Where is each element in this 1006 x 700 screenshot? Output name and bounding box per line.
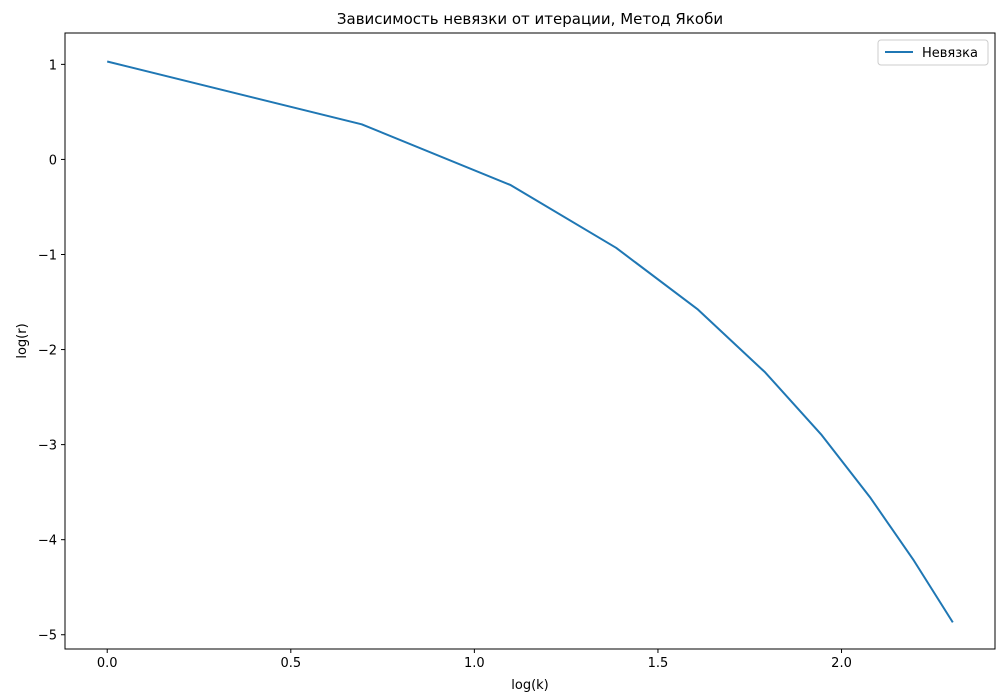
chart-title: Зависимость невязки от итерации, Метод Я… bbox=[337, 10, 723, 28]
legend-label: Невязка bbox=[922, 46, 978, 61]
x-axis-ticks: 0.0 0.5 1.0 1.5 2.0 bbox=[97, 649, 852, 671]
x-tick-label: 0.0 bbox=[97, 656, 118, 671]
y-tick-label: −3 bbox=[38, 439, 57, 454]
series-layer bbox=[106, 60, 954, 623]
y-tick-label: −1 bbox=[38, 248, 57, 263]
y-axis-label: log(r) bbox=[15, 323, 30, 358]
y-tick-label: 1 bbox=[49, 58, 57, 73]
x-tick-label: 0.5 bbox=[280, 656, 301, 671]
x-tick-label: 1.5 bbox=[648, 656, 669, 671]
y-tick-label: 0 bbox=[49, 153, 57, 168]
x-tick-label: 1.0 bbox=[464, 656, 485, 671]
y-axis-ticks: 1 0 −1 −2 −3 −4 −5 bbox=[38, 58, 65, 644]
legend-box bbox=[877, 39, 989, 66]
plot-area-frame bbox=[64, 32, 996, 650]
series-line-0 bbox=[106, 60, 954, 623]
x-tick-label: 2.0 bbox=[831, 656, 852, 671]
legend: Невязка bbox=[877, 39, 989, 66]
y-tick-label: −2 bbox=[38, 344, 57, 359]
x-axis-label: log(k) bbox=[511, 678, 549, 693]
y-tick-label: −5 bbox=[38, 629, 57, 644]
y-tick-label: −4 bbox=[38, 534, 57, 549]
